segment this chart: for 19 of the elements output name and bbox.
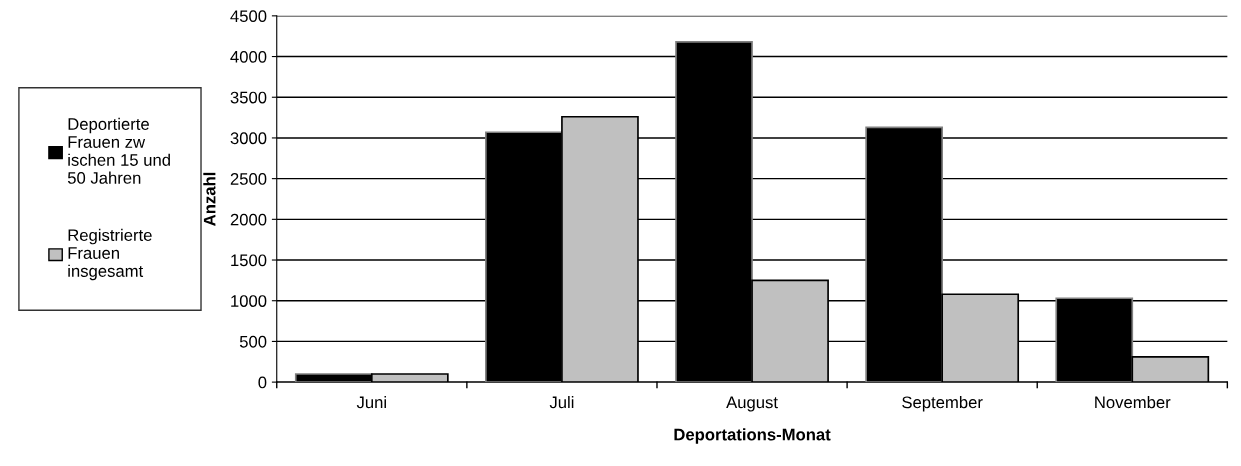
- legend-label: Deportierte Frauen zw ischen 15 und 50 Jahren: [67, 117, 170, 184]
- y-tick-label: 500: [239, 335, 267, 348]
- x-tick-label: September: [902, 396, 983, 412]
- y-tick-label: 1000: [231, 295, 267, 307]
- x-tick-label: Juli: [549, 396, 574, 409]
- y-tick-label: 3500: [230, 91, 267, 104]
- y-tick-label: 2500: [230, 173, 267, 185]
- y-tick-label: 4000: [230, 50, 267, 63]
- x-tick-label: November: [1095, 396, 1171, 409]
- x-tick-label: August: [726, 396, 778, 412]
- y-tick-label: 3000: [230, 132, 267, 145]
- y-tick-label: 1500: [231, 254, 267, 267]
- legend-label: Registrierte Frauen insgesamt: [68, 228, 152, 281]
- y-axis-title: Anzahl: [203, 172, 216, 226]
- y-tick-label: 4500: [230, 10, 267, 23]
- x-axis-title: Deportations-Monat: [674, 428, 831, 444]
- y-tick-label: 0: [258, 376, 267, 389]
- y-tick-label: 2000: [230, 213, 267, 226]
- x-tick-label: Juni: [356, 396, 386, 409]
